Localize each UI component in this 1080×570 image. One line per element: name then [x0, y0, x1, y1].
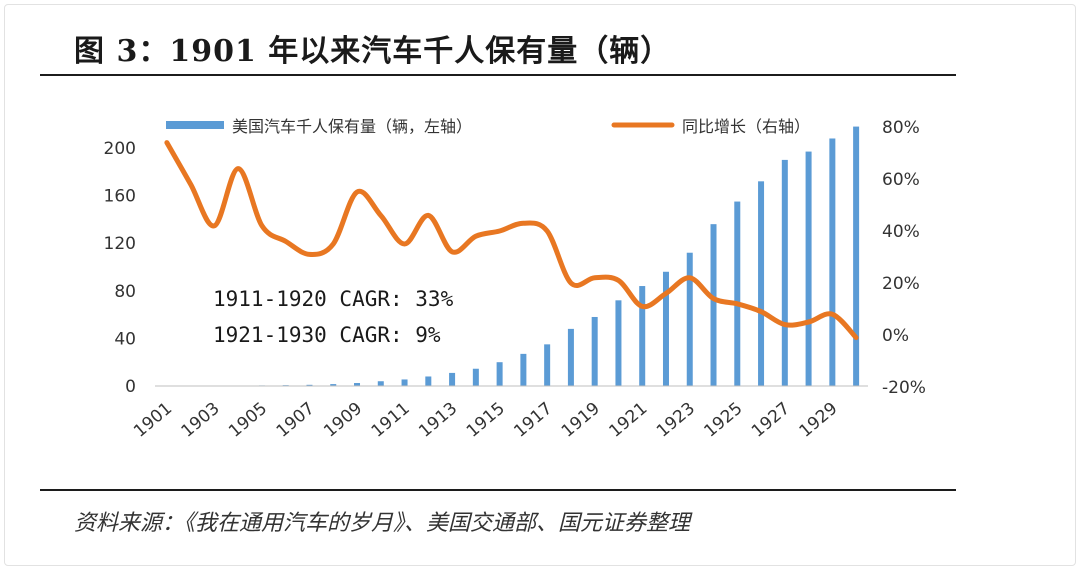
bar [472, 368, 479, 386]
legend-bar-swatch [166, 121, 224, 129]
bar [520, 353, 527, 386]
bar [567, 328, 574, 386]
x-tick-label: 1919 [558, 399, 604, 442]
title-rule [40, 74, 956, 76]
x-tick-label: 1917 [510, 399, 556, 442]
bar [734, 201, 741, 386]
legend-bar-label: 美国汽车千人保有量（辆，左轴） [232, 117, 472, 136]
source-rule [40, 489, 956, 491]
bar [710, 224, 717, 386]
bar [686, 252, 693, 386]
cagr-annotation-1921-1930: 1921-1930 CAGR: 9% [213, 323, 441, 347]
bar [591, 316, 598, 386]
bar [306, 384, 313, 386]
right-tick-label: 40% [882, 222, 920, 242]
left-tick-label: 80 [114, 282, 136, 302]
left-tick-label: 120 [104, 234, 136, 254]
right-tick-label: 20% [882, 274, 920, 294]
x-axis-ticks: 1901 1903 1905 1907 1909 1911 1913 1915 1917 1919… [130, 399, 841, 442]
legend: 美国汽车千人保有量（辆，左轴） 同比增长（右轴） [166, 117, 810, 136]
x-tick-label: 1915 [463, 399, 509, 442]
x-tick-label: 1909 [320, 399, 366, 442]
left-axis: 0 40 80 120 160 200 [104, 139, 136, 397]
bar [805, 151, 812, 386]
bar [615, 300, 622, 386]
bar [425, 376, 432, 386]
left-tick-label: 40 [114, 329, 136, 349]
x-tick-label: 1901 [130, 399, 176, 442]
right-tick-label: 60% [882, 170, 920, 190]
bar [401, 379, 408, 386]
figure-frame [4, 4, 1076, 566]
bar [829, 138, 836, 386]
source-note: 资料来源：《我在通用汽车的岁月》、美国交通部、国元证券整理 [74, 511, 691, 536]
figure-title: 图 3：1901 年以来汽车千人保有量（辆） [74, 34, 672, 69]
x-tick-label: 1913 [415, 399, 461, 442]
bar [544, 344, 551, 386]
x-tick-label: 1923 [653, 399, 699, 442]
bar [853, 126, 860, 386]
bar [354, 383, 361, 386]
cagr-annotation-1911-1920: 1911-1920 CAGR: 33% [213, 287, 454, 311]
x-tick-label: 1905 [225, 399, 271, 442]
x-tick-label: 1903 [178, 399, 224, 442]
bar [639, 286, 646, 386]
bar [377, 381, 384, 386]
bar-series [163, 126, 860, 387]
bar [758, 181, 765, 386]
left-tick-label: 0 [125, 377, 136, 397]
right-axis: -20% 0% 20% 40% 60% 80% [882, 118, 926, 398]
left-tick-label: 200 [104, 139, 136, 159]
right-tick-label: -20% [882, 378, 926, 398]
legend-line-label: 同比增长（右轴） [682, 117, 810, 136]
x-tick-label: 1929 [796, 399, 842, 442]
growth-line [164, 140, 859, 341]
x-tick-label: 1907 [273, 399, 319, 442]
x-tick-label: 1925 [700, 399, 746, 442]
x-tick-label: 1911 [368, 399, 414, 442]
right-tick-label: 0% [882, 326, 909, 346]
bar [781, 159, 788, 386]
x-tick-label: 1921 [605, 399, 651, 442]
bar [496, 362, 503, 386]
bar [330, 384, 337, 386]
bar [449, 372, 456, 386]
left-tick-label: 160 [104, 187, 136, 207]
right-tick-label: 80% [882, 118, 920, 138]
x-tick-label: 1927 [748, 399, 794, 442]
bar [662, 271, 669, 386]
